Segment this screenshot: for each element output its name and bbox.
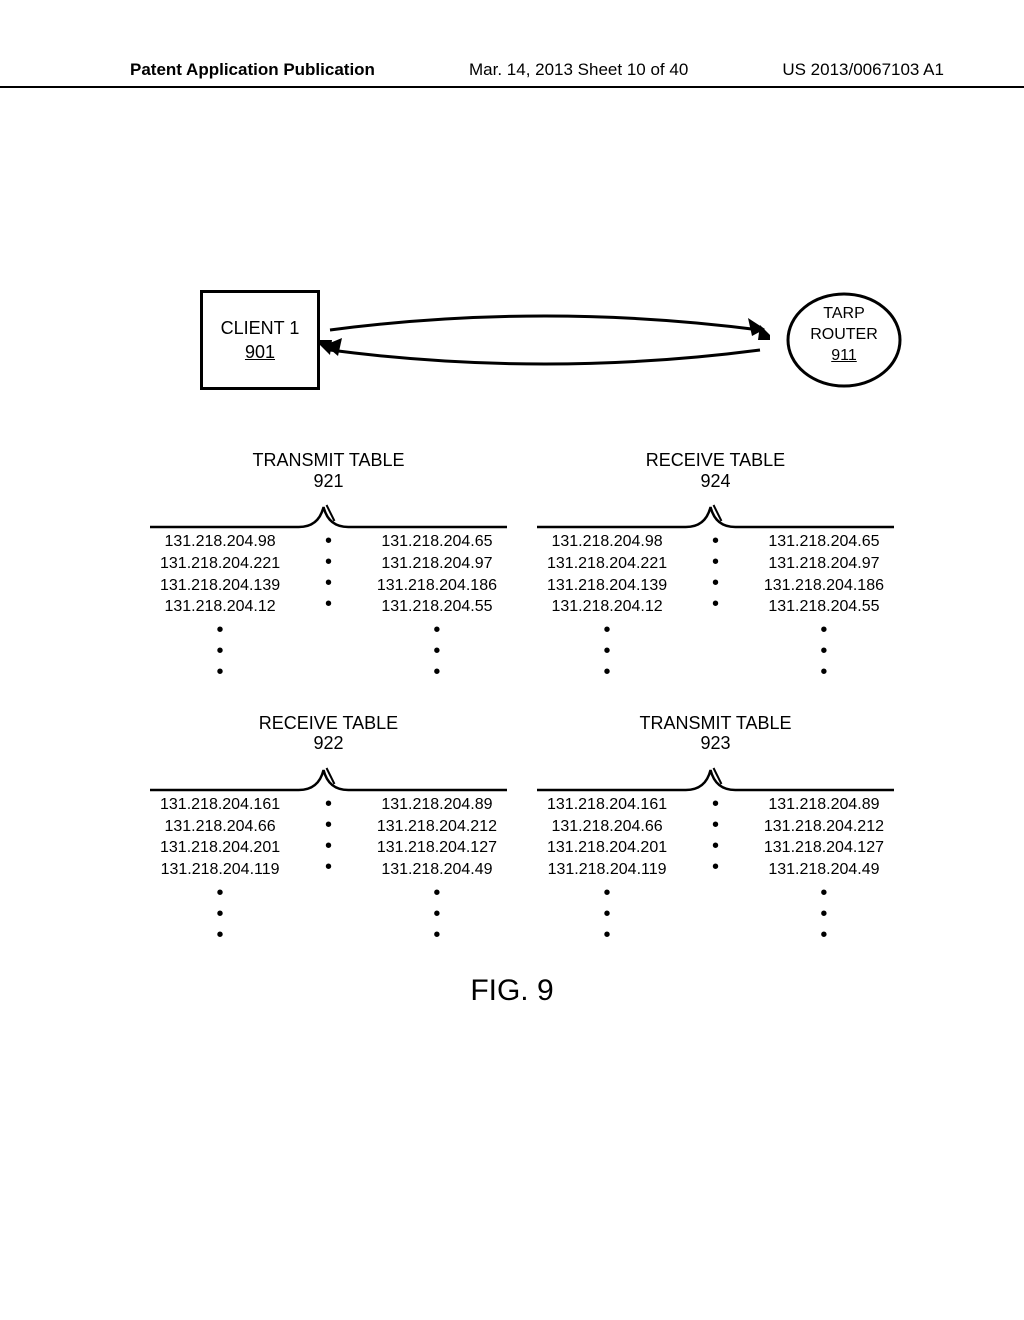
table-921-ref: 921: [150, 471, 507, 492]
table-921-title: TRANSMIT TABLE: [252, 450, 404, 470]
vdots-icon: •••: [217, 620, 224, 683]
tables-grid: TRANSMIT TABLE 921 131.218.204.98 131.21…: [150, 450, 894, 946]
table-923: TRANSMIT TABLE 923 131.218.204.161 131.2…: [537, 713, 894, 946]
client-ref: 901: [245, 340, 275, 364]
router-line1: TARP: [823, 305, 864, 322]
router-line2: ROUTER: [810, 326, 878, 343]
router-node: TARP ROUTER 911: [784, 290, 904, 390]
client-label: CLIENT 1: [221, 316, 300, 340]
t924-colA: 131.218.204.98 131.218.204.221 131.218.2…: [547, 531, 667, 682]
table-924-title: RECEIVE TABLE: [646, 450, 785, 470]
figure-label: FIG. 9: [0, 974, 1024, 1008]
vdots-icon: •••: [820, 883, 827, 946]
t923-bullets: ••••: [704, 794, 728, 945]
vdots-icon: •••: [433, 883, 440, 946]
t921-bullets: ••••: [317, 531, 341, 682]
page-header: Patent Application Publication Mar. 14, …: [0, 60, 1024, 88]
bidirectional-link: [320, 310, 770, 380]
vdots-icon: •••: [604, 883, 611, 946]
header-left: Patent Application Publication: [130, 60, 375, 80]
table-922: RECEIVE TABLE 922 131.218.204.161 131.21…: [150, 713, 507, 946]
table-923-title: TRANSMIT TABLE: [639, 713, 791, 733]
table-922-ref: 922: [150, 733, 507, 754]
t921-colA: 131.218.204.98 131.218.204.221 131.218.2…: [160, 531, 280, 682]
nodes-row: CLIENT 1 901 TARP ROUTER 911: [120, 290, 904, 430]
vdots-icon: •••: [820, 620, 827, 683]
figure-content: CLIENT 1 901 TARP ROUTER 911: [0, 290, 1024, 1008]
router-ref: 911: [831, 347, 857, 364]
t922-bullets: ••••: [317, 794, 341, 945]
vdots-icon: •••: [433, 620, 440, 683]
client-node: CLIENT 1 901: [200, 290, 320, 390]
vdots-icon: •••: [604, 620, 611, 683]
table-923-ref: 923: [537, 733, 894, 754]
vdots-icon: •••: [217, 883, 224, 946]
table-924: RECEIVE TABLE 924 131.218.204.98 131.218…: [537, 450, 894, 683]
t924-bullets: ••••: [704, 531, 728, 682]
t922-colA: 131.218.204.161 131.218.204.66 131.218.2…: [160, 794, 280, 945]
header-center: Mar. 14, 2013 Sheet 10 of 40: [469, 60, 688, 80]
t922-colB: 131.218.204.89 131.218.204.212 131.218.2…: [377, 794, 497, 945]
t923-colB: 131.218.204.89 131.218.204.212 131.218.2…: [764, 794, 884, 945]
table-924-ref: 924: [537, 471, 894, 492]
t924-colB: 131.218.204.65 131.218.204.97 131.218.20…: [764, 531, 884, 682]
table-921: TRANSMIT TABLE 921 131.218.204.98 131.21…: [150, 450, 507, 683]
t923-colA: 131.218.204.161 131.218.204.66 131.218.2…: [547, 794, 667, 945]
header-right: US 2013/0067103 A1: [782, 60, 944, 80]
t921-colB: 131.218.204.65 131.218.204.97 131.218.20…: [377, 531, 497, 682]
table-922-title: RECEIVE TABLE: [259, 713, 398, 733]
